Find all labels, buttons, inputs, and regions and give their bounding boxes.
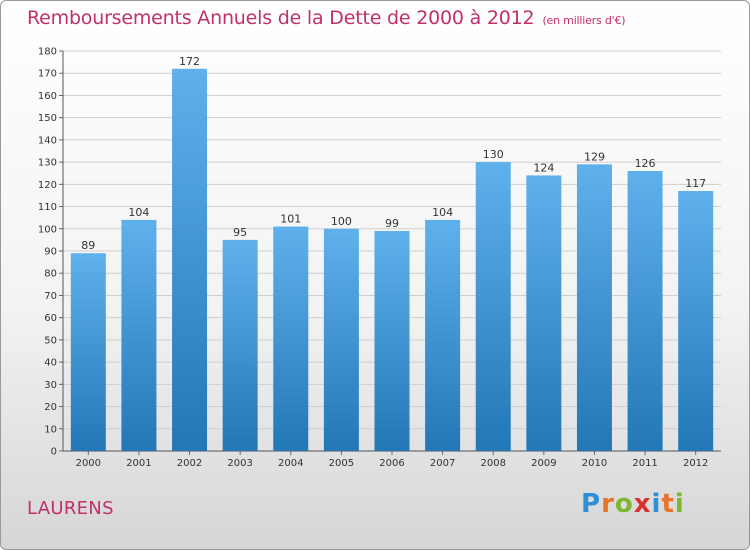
bar-value-label: 130 bbox=[483, 148, 504, 161]
y-tick-label: 70 bbox=[44, 291, 57, 302]
logo-letter: x bbox=[633, 489, 652, 519]
x-tick-label: 2006 bbox=[379, 458, 404, 469]
logo-letter: i bbox=[651, 489, 662, 519]
bar-value-label: 101 bbox=[280, 213, 301, 226]
y-tick-label: 100 bbox=[38, 224, 57, 235]
y-tick-label: 80 bbox=[44, 269, 57, 280]
y-tick-label: 60 bbox=[44, 313, 57, 324]
y-tick-label: 180 bbox=[38, 47, 57, 58]
chart-title: Remboursements Annuels de la Dette de 20… bbox=[27, 7, 626, 29]
x-tick-label: 2005 bbox=[329, 458, 354, 469]
logo-letter: i bbox=[674, 489, 685, 519]
bar-value-label: 104 bbox=[128, 206, 149, 219]
x-tick-label: 2000 bbox=[76, 458, 101, 469]
bar bbox=[172, 68, 208, 452]
bar bbox=[576, 164, 612, 452]
y-tick-label: 120 bbox=[38, 180, 57, 191]
bar-value-label: 100 bbox=[331, 215, 352, 228]
y-tick-label: 40 bbox=[44, 358, 57, 369]
x-tick-label: 2012 bbox=[683, 458, 708, 469]
bar bbox=[323, 228, 359, 451]
bar-value-label: 172 bbox=[179, 55, 200, 68]
x-tick-label: 2007 bbox=[430, 458, 455, 469]
x-tick-label: 2008 bbox=[481, 458, 506, 469]
bar bbox=[222, 239, 258, 451]
bar bbox=[374, 231, 410, 451]
y-tick-label: 110 bbox=[38, 202, 57, 213]
x-tick-label: 2002 bbox=[177, 458, 202, 469]
bar-value-label: 104 bbox=[432, 206, 453, 219]
bar bbox=[425, 219, 461, 451]
x-tick-label: 2009 bbox=[531, 458, 556, 469]
x-tick-label: 2010 bbox=[582, 458, 607, 469]
bar bbox=[70, 253, 106, 451]
logo-letter: o bbox=[614, 489, 634, 519]
y-tick-label: 140 bbox=[38, 135, 57, 146]
y-tick-label: 160 bbox=[38, 91, 57, 102]
bar bbox=[678, 191, 714, 451]
bar bbox=[121, 219, 157, 451]
logo-letter: r bbox=[601, 489, 615, 519]
y-tick-label: 10 bbox=[44, 424, 57, 435]
logo-letter: t bbox=[661, 489, 675, 519]
y-tick-label: 130 bbox=[38, 158, 57, 169]
bar-value-label: 124 bbox=[533, 161, 554, 174]
x-tick-label: 2011 bbox=[632, 458, 657, 469]
bar-value-label: 95 bbox=[233, 226, 247, 239]
city-name: LAURENS bbox=[27, 498, 114, 519]
x-tick-label: 2001 bbox=[126, 458, 151, 469]
y-tick-label: 170 bbox=[38, 69, 57, 80]
bar-value-label: 129 bbox=[584, 150, 605, 163]
bar-value-label: 99 bbox=[385, 217, 399, 230]
x-tick-label: 2004 bbox=[278, 458, 303, 469]
title-text: Remboursements Annuels de la Dette de 20… bbox=[27, 7, 535, 29]
bar bbox=[273, 226, 309, 451]
bar bbox=[627, 171, 663, 451]
y-tick-label: 150 bbox=[38, 113, 57, 124]
bar bbox=[475, 162, 511, 451]
chart-subtitle: (en milliers d'€) bbox=[542, 14, 626, 27]
y-tick-label: 50 bbox=[44, 335, 57, 346]
bar bbox=[526, 175, 562, 451]
proxiti-logo: Proxiti bbox=[581, 489, 685, 519]
y-tick-label: 90 bbox=[44, 247, 57, 258]
y-tick-label: 30 bbox=[44, 380, 57, 391]
logo-letter: P bbox=[581, 489, 602, 519]
bar-value-label: 89 bbox=[81, 239, 95, 252]
bar-value-label: 117 bbox=[685, 177, 706, 190]
bar-value-label: 126 bbox=[635, 157, 656, 170]
y-tick-label: 20 bbox=[44, 402, 57, 413]
x-tick-label: 2003 bbox=[227, 458, 252, 469]
y-tick-label: 0 bbox=[51, 447, 57, 458]
